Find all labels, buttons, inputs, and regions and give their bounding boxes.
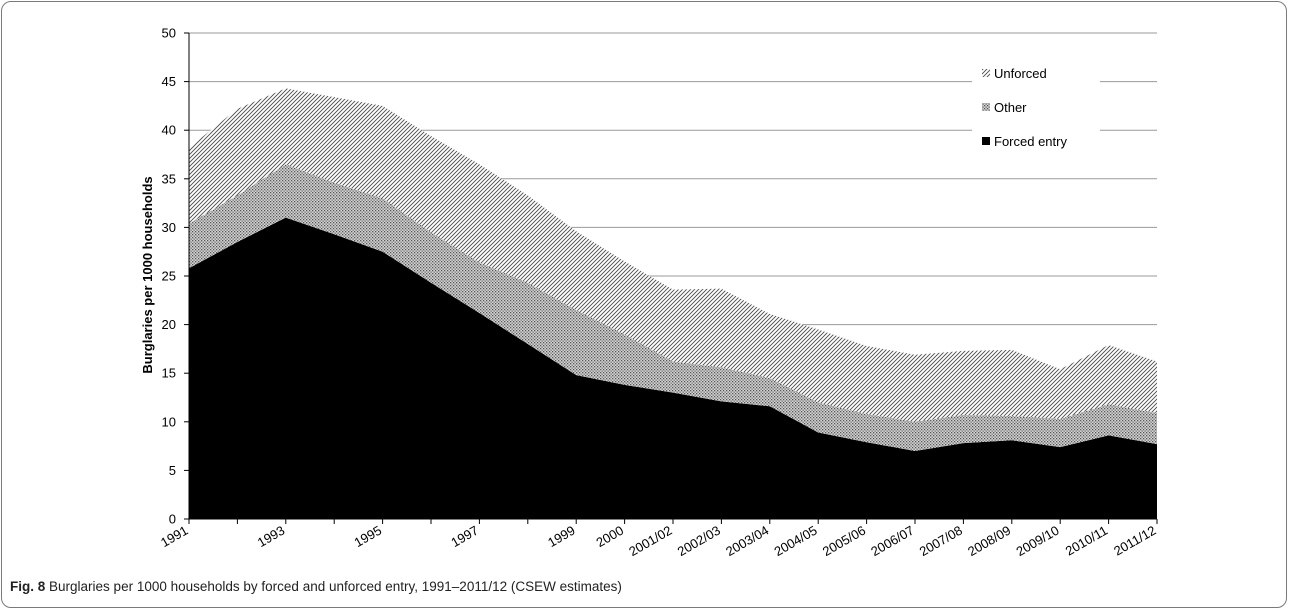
figure-label: Fig. 8 (10, 579, 46, 594)
y-tick-label: 50 (162, 26, 176, 41)
x-tick-label: 2006/07 (868, 523, 916, 559)
y-tick-label: 45 (162, 74, 176, 89)
y-tick-label: 35 (162, 171, 176, 186)
x-tick-label: 2004/05 (771, 523, 819, 559)
y-tick-label: 30 (162, 220, 176, 235)
y-tick-label: 25 (162, 269, 176, 284)
legend: Unforced Other Forced entry (972, 55, 1100, 159)
x-tick-labels: 1991 1993 1995 1997 1999 2000 2001/02 2002/03 20… (158, 523, 1159, 559)
x-tick-label: 2000 (594, 523, 627, 550)
axes (184, 32, 1158, 524)
caption-text: Burglaries per 1000 households by forced… (49, 579, 622, 594)
x-tick-label: 2011/12 (1111, 523, 1158, 559)
x-tick-label: 2009/10 (1013, 523, 1061, 559)
y-tick-labels: 0 5 10 15 20 25 30 35 40 45 50 (162, 26, 176, 527)
x-tick-label: 1991 (158, 523, 191, 550)
area-other (189, 164, 1157, 451)
y-tick-label: 0 (169, 512, 176, 527)
y-axis-label: Burglaries per 1000 households (140, 176, 155, 373)
legend-swatch (982, 137, 990, 145)
x-tick-label: 2001/02 (626, 523, 674, 559)
area-forced-entry (189, 217, 1157, 519)
legend-label: Forced entry (994, 134, 1067, 149)
y-tick-label: 20 (162, 317, 176, 332)
legend-label: Other (994, 100, 1027, 115)
legend-swatch (982, 69, 990, 77)
area-series-layer (189, 88, 1157, 519)
y-tick-label: 10 (162, 414, 176, 429)
y-tick-label: 40 (162, 123, 176, 138)
x-tick-label: 2003/04 (723, 523, 771, 559)
x-tick-label: 2010/11 (1063, 523, 1110, 559)
area-chart: 0 5 10 15 20 25 30 35 40 45 50 1991 1993 1995 1997 199… (140, 26, 1159, 560)
area-unforced (189, 88, 1157, 422)
x-tick-label: 2007/08 (917, 523, 965, 559)
x-tick-label: 1997 (448, 523, 481, 550)
x-tick-label: 1993 (255, 523, 288, 550)
legend-box (972, 55, 1100, 159)
y-tick-label: 5 (169, 463, 176, 478)
y-tick-label: 15 (162, 366, 176, 381)
legend-swatch (982, 103, 990, 111)
x-tick-label: 2005/06 (820, 523, 868, 559)
legend-label: Unforced (994, 66, 1047, 81)
x-tick-label: 2002/03 (675, 523, 723, 559)
x-tick-label: 2008/09 (965, 523, 1013, 559)
x-tick-label: 1999 (545, 523, 578, 550)
x-tick-label: 1995 (352, 523, 385, 550)
figure-caption: Fig. 8 Burglaries per 1000 households by… (10, 579, 622, 594)
